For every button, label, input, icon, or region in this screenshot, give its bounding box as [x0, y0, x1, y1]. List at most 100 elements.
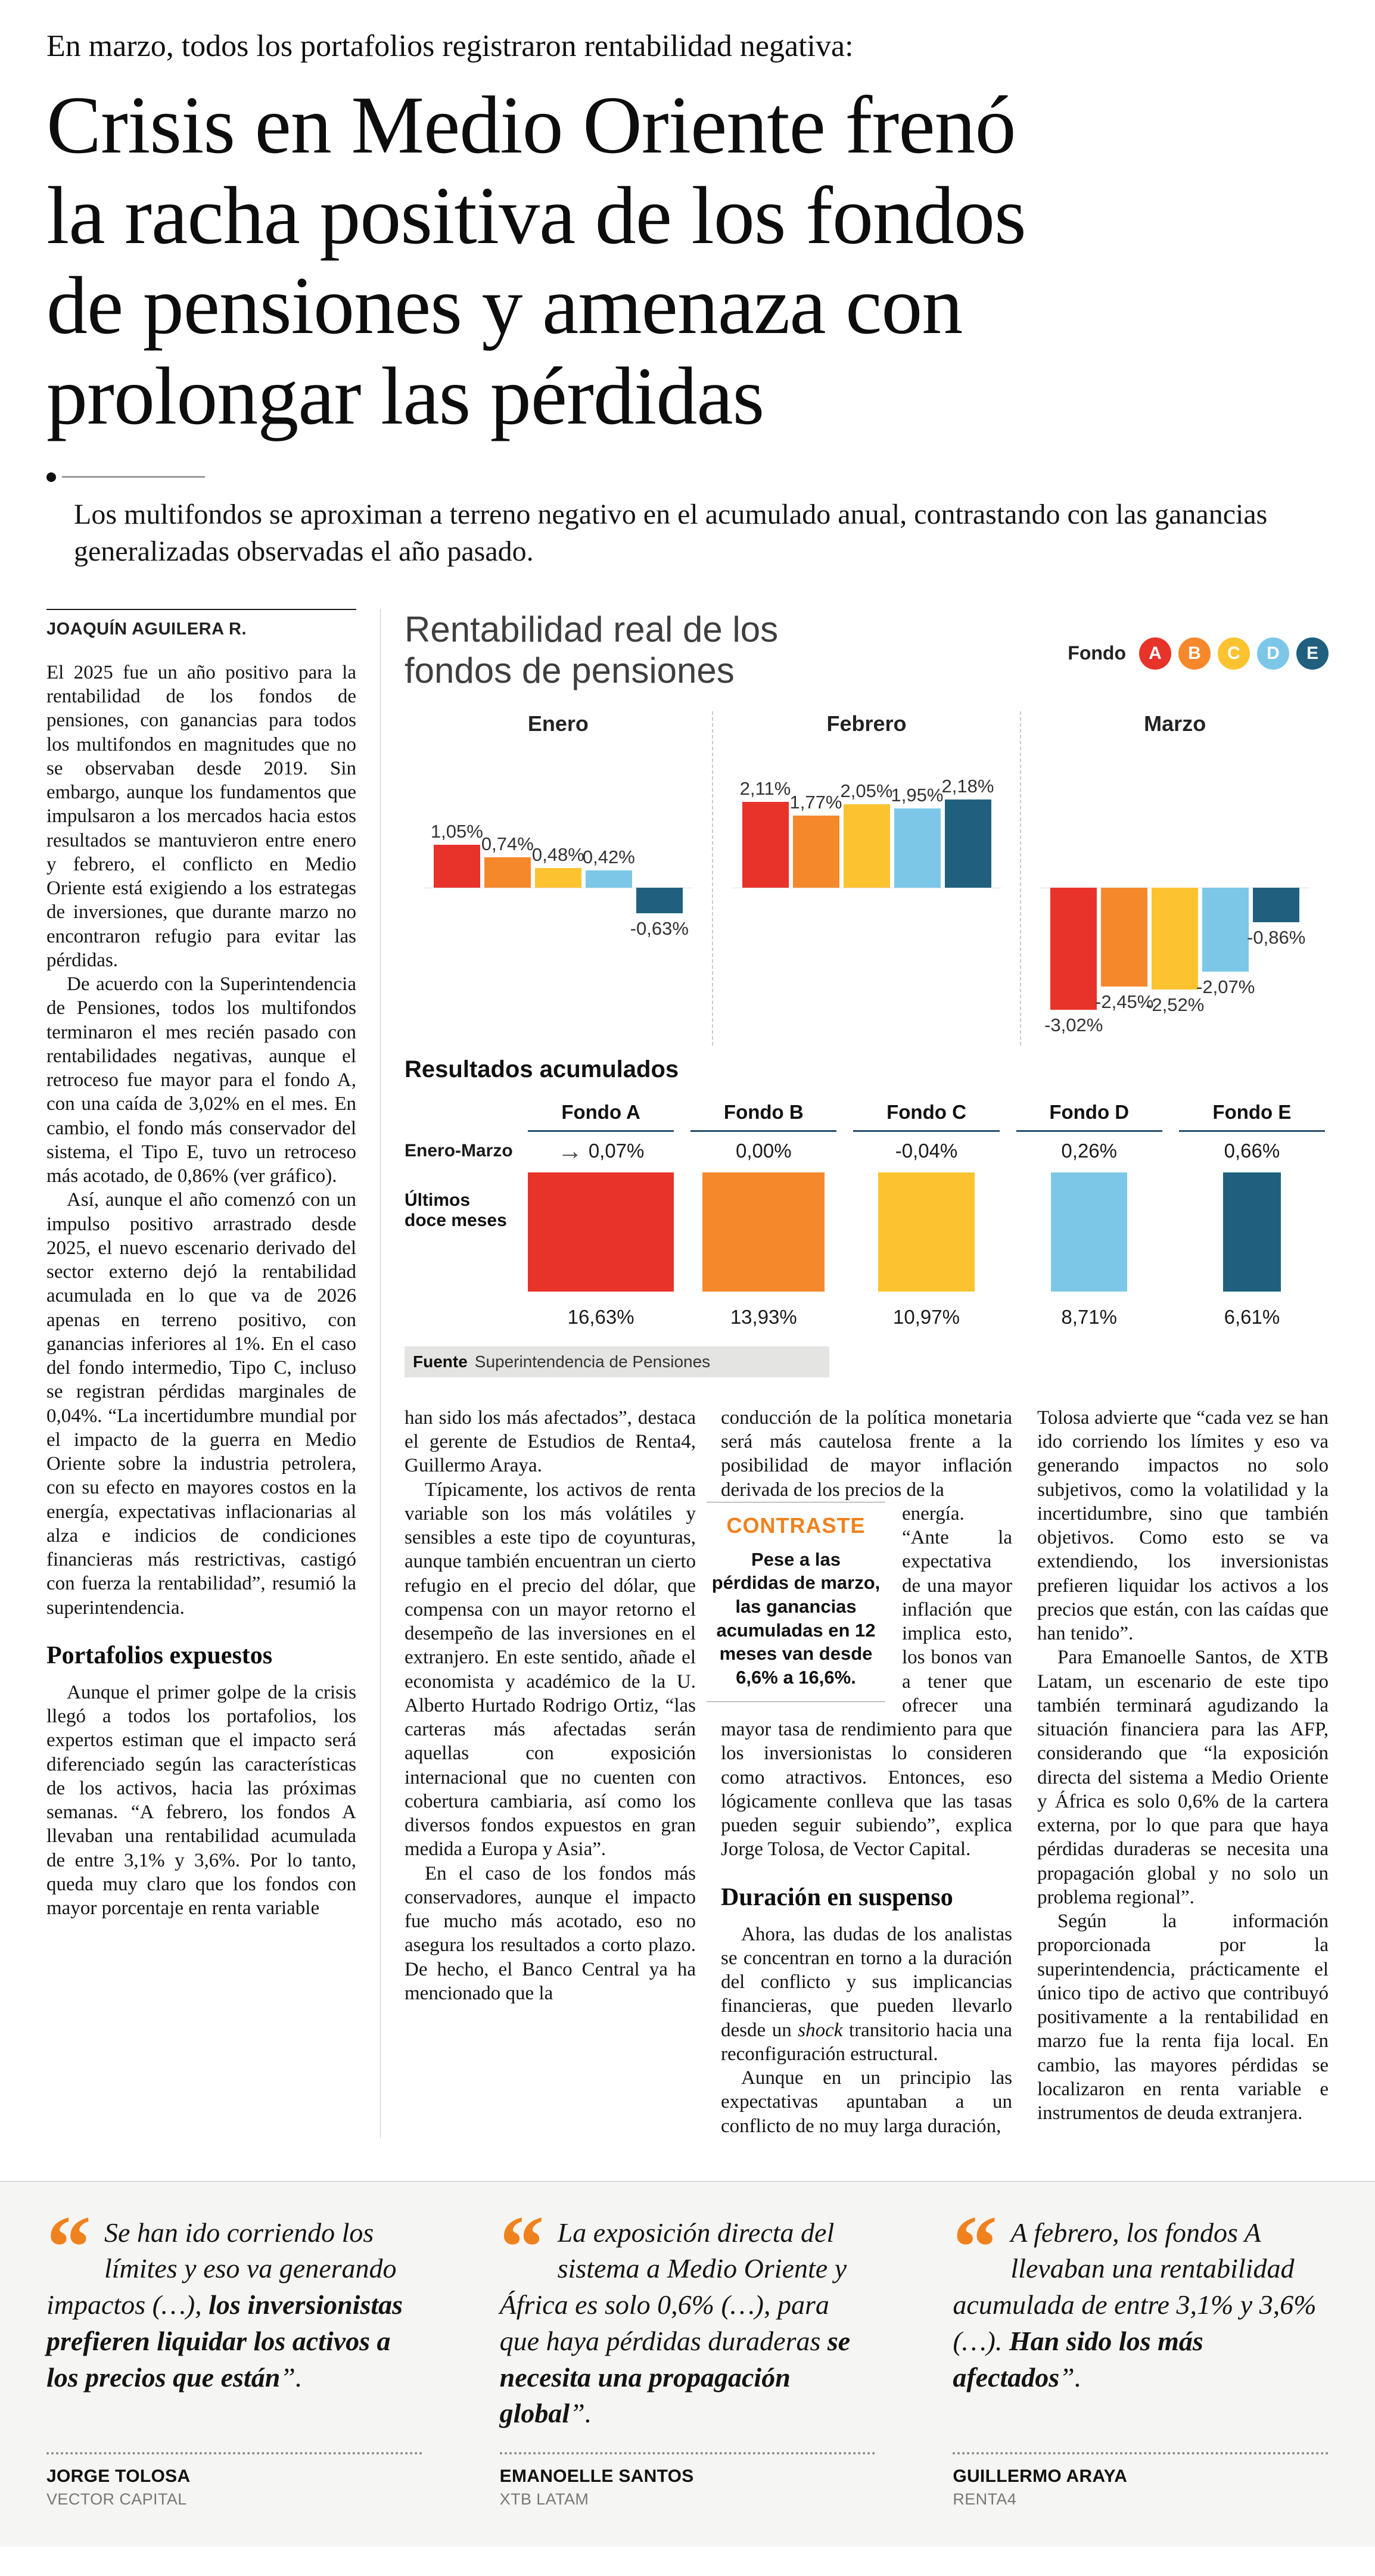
quote-text: “Se han ido corriendo los límites y eso … [46, 2197, 403, 2393]
bar-fondo-e [944, 799, 991, 888]
deck: Los multifondos se aproximan a terreno n… [74, 498, 1268, 568]
bar-fondo-c [534, 868, 581, 888]
pull-quote: “Se han ido corriendo los límites y eso … [46, 2197, 422, 2509]
legend-fondo-c-icon: C [1218, 637, 1250, 670]
paragraph: han sido los más afectados”, destaca el … [405, 1407, 696, 1477]
quote-mark-icon: “ [953, 2197, 998, 2297]
bar-cell-fondo-e: -0,63% [630, 739, 689, 1046]
bar-cell-fondo-a: 1,05% [431, 739, 483, 1046]
month-plot: -3,02% -2,45% -2,52% -2,07% -0,86% [1021, 739, 1329, 1046]
doce-meses-bar [528, 1172, 674, 1292]
enero-marzo-value: → 0,07% [557, 1136, 645, 1165]
headline-line: Crisis en Medio Oriente frenó [46, 79, 1016, 170]
chart-source: Fuente Superintendencia de Pensiones [405, 1346, 830, 1377]
enero-marzo-value: -0,04% [895, 1139, 958, 1162]
paragraph: Típicamente, los activos de renta variab… [405, 1479, 696, 1861]
paragraph: Tolosa advierte que “cada vez se han ido… [1037, 1407, 1329, 1645]
legend-fondo-d-icon: D [1257, 637, 1289, 670]
bar-fondo-d [585, 870, 632, 888]
doce-meses-bar [1051, 1172, 1128, 1292]
paragraph: En el caso de los fondos más conservador… [405, 1862, 696, 2004]
bar-fondo-b [792, 816, 839, 888]
accumulated-title: Resultados acumulados [405, 1056, 679, 1082]
row-label-enero-marzo: Enero-Marzo [405, 1141, 513, 1161]
contraste-label: CONTRASTE [726, 1513, 866, 1538]
doce-meses-value: 6,61% [1224, 1305, 1280, 1328]
bar-cell-fondo-b: -2,45% [1095, 739, 1153, 1046]
bar-fondo-e [636, 887, 683, 913]
deck-marker [46, 472, 1329, 482]
accumulated-col-fondo-d: Fondo D 0,26% 8,71% [1013, 1095, 1166, 1329]
bar-value-label: -0,63% [630, 917, 689, 939]
bar-value-label: 2,11% [739, 778, 791, 799]
paragraph: Para Emanoelle Santos, de XTB Latam, un … [1037, 1647, 1329, 1908]
infographic: Rentabilidad real de los fondos de pensi… [405, 609, 1329, 1377]
bar-value-label: -2,07% [1196, 976, 1255, 997]
doce-meses-bar-cell [687, 1172, 840, 1303]
bar-cell-fondo-a: 2,11% [739, 739, 791, 1046]
fund-header: Fondo B [690, 1095, 837, 1132]
month-label: Marzo [1144, 711, 1206, 736]
bar-fondo-a [433, 845, 480, 888]
bar-cell-fondo-a: -3,02% [1044, 739, 1103, 1046]
doce-meses-value: 16,63% [567, 1305, 634, 1328]
headline-line: de pensiones y amenaza con [46, 260, 963, 351]
quote-mark-icon: “ [46, 2197, 91, 2297]
bar-row: -3,02% -2,45% -2,52% -2,07% -0,86% [1021, 739, 1329, 1046]
right-region: Rentabilidad real de los fondos de pensi… [380, 608, 1329, 2138]
quote-author-org: XTB LATAM [499, 2490, 589, 2509]
paragraph: El 2025 fue un año positivo para la rent… [46, 661, 356, 971]
quote-text: “La exposición directa del sistema a Med… [499, 2197, 851, 2429]
accumulated-grid: Enero-Marzo Últimos doce meses Fondo A → 0,0… [405, 1095, 1329, 1329]
enero-marzo-value: 0,26% [1061, 1139, 1117, 1162]
paragraph: conducción de la política monetaria será… [721, 1407, 1012, 1501]
doce-meses-bar-cell [850, 1172, 1003, 1303]
paragraph: Aunque en un principio las expectativas … [721, 2067, 1012, 2137]
bar-cell-fondo-d: -2,07% [1196, 739, 1255, 1046]
fund-header: Fondo E [1178, 1095, 1326, 1132]
bar-value-label: 1,95% [891, 785, 944, 806]
kicker: En marzo, todos los portafolios registra… [46, 29, 854, 63]
paragraph: Ahora, las dudas de los analistas se con… [721, 1923, 1012, 2065]
bar-value-label: -3,02% [1044, 1015, 1103, 1036]
pull-quote: “A febrero, los fondos A llevaban una re… [953, 2197, 1329, 2509]
bar-fondo-e [1253, 887, 1300, 923]
accumulated-col-fondo-e: Fondo E 0,66% 6,61% [1175, 1095, 1329, 1329]
fund-header: Fondo C [853, 1095, 1000, 1132]
spacer [405, 1095, 515, 1132]
enero-marzo-value: 0,00% [736, 1139, 792, 1162]
quote-author: JORGE TOLOSA [46, 2466, 191, 2487]
bar-value-label: 0,74% [481, 833, 534, 855]
row-label-doce-meses: Últimos doce meses [405, 1190, 507, 1231]
bar-value-label: -0,86% [1247, 927, 1306, 948]
bar-cell-fondo-c: 0,48% [532, 739, 584, 1046]
dotted-divider [46, 2452, 422, 2455]
column-2-text: han sido los más afectados”, destaca el … [405, 1406, 696, 2138]
rule-line [62, 476, 205, 478]
accumulated-col-fondo-b: Fondo B 0,00% 13,93% [687, 1095, 840, 1329]
bar-row: 2,11% 1,77% 2,05% 1,95% 2,18% [713, 739, 1021, 1046]
bar-fondo-c [843, 804, 890, 888]
month-label: Enero [527, 711, 589, 736]
month-group-enero: Enero 1,05% 0,74% 0,48% 0,42% -0,63% [405, 711, 712, 1046]
quote-attribution: GUILLERMO ARAYA RENTA4 [953, 2432, 1329, 2509]
month-plot: 1,05% 0,74% 0,48% 0,42% -0,63% [405, 739, 712, 1046]
accumulated-row-labels: Enero-Marzo Últimos doce meses [405, 1095, 515, 1329]
bar-cell-fondo-c: -2,52% [1146, 739, 1204, 1046]
bar-cell-fondo-d: 1,95% [891, 739, 944, 1046]
dotted-divider [953, 2452, 1329, 2455]
bar-value-label: 2,18% [941, 775, 994, 797]
bar-value-label: 0,42% [582, 847, 635, 868]
article-body: JOAQUÍN AGUILERA R. El 2025 fue un año p… [46, 608, 1329, 2138]
doce-meses-value: 10,97% [893, 1305, 960, 1328]
bar-fondo-b [1101, 887, 1148, 987]
column-3-text: conducción de la política monetaria será… [707, 1406, 1012, 2138]
bar-row: 1,05% 0,74% 0,48% 0,42% -0,63% [405, 739, 712, 1046]
article-header: En marzo, todos los portafolios registra… [46, 29, 1329, 571]
bar-value-label: -2,45% [1095, 991, 1154, 1013]
section-subhead: Portafolios expuestos [46, 1641, 273, 1669]
paragraph: energía. “Ante la expectativa de una may… [721, 1502, 1012, 1861]
accumulated-col-fondo-a: Fondo A → 0,07% 16,63% [524, 1095, 677, 1329]
